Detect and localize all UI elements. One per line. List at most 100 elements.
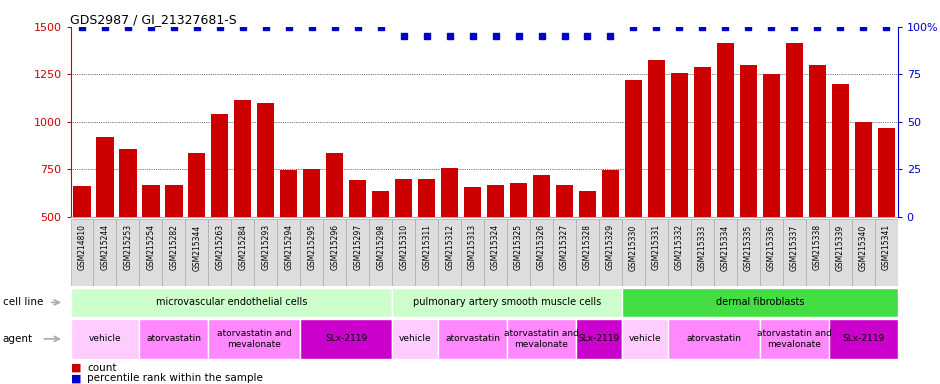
Bar [70,319,139,359]
Bar [117,219,139,286]
Text: GSM214810: GSM214810 [77,224,86,270]
Bar [165,185,182,312]
Bar [234,100,251,312]
Text: cell line: cell line [3,297,43,308]
Bar [576,219,599,286]
Bar [326,153,343,312]
Text: microvascular endothelial cells: microvascular endothelial cells [156,297,307,308]
Bar [395,179,413,312]
Bar [599,219,622,286]
Text: atorvastatin and
mevalonate: atorvastatin and mevalonate [757,329,832,349]
Bar [70,219,93,286]
Text: GSM215325: GSM215325 [514,224,523,270]
Text: GSM215341: GSM215341 [882,224,891,270]
Bar [740,65,757,312]
Text: GSM215312: GSM215312 [446,224,454,270]
Text: GSM215330: GSM215330 [629,224,638,270]
Text: GSM215282: GSM215282 [169,224,179,270]
Text: GSM215334: GSM215334 [721,224,729,270]
Bar [73,185,90,312]
Text: vehicle: vehicle [399,334,431,343]
Bar [188,153,206,312]
Bar [209,319,300,359]
Bar [280,170,297,312]
Text: GSM215328: GSM215328 [583,224,592,270]
Text: GSM215337: GSM215337 [790,224,799,270]
Bar [139,319,209,359]
Bar [142,185,160,312]
Bar [806,219,829,286]
Text: GSM215284: GSM215284 [239,224,247,270]
Bar [783,219,806,286]
Bar [300,219,323,286]
Text: GSM215339: GSM215339 [836,224,845,270]
Bar [553,219,576,286]
Bar [668,319,760,359]
Bar [648,60,665,312]
Text: GSM215326: GSM215326 [537,224,546,270]
Bar [507,219,530,286]
Text: GSM215332: GSM215332 [675,224,684,270]
Text: atorvastatin and
mevalonate: atorvastatin and mevalonate [217,329,291,349]
Bar [438,319,507,359]
Text: vehicle: vehicle [629,334,661,343]
Bar [185,219,209,286]
Text: GSM215298: GSM215298 [376,224,385,270]
Bar [415,219,438,286]
Text: ■: ■ [70,363,81,373]
Bar [576,319,622,359]
Bar [579,191,596,312]
Text: GSM215335: GSM215335 [744,224,753,270]
Bar [346,219,369,286]
Text: count: count [87,363,117,373]
Bar [716,43,734,312]
Bar [760,219,783,286]
Bar [372,191,389,312]
Text: GSM215294: GSM215294 [284,224,293,270]
Bar [323,219,346,286]
Bar [484,219,507,286]
Text: GSM215293: GSM215293 [261,224,271,270]
Bar [300,319,392,359]
Text: GSM215244: GSM215244 [101,224,109,270]
Bar [93,219,117,286]
Bar [163,219,185,286]
Bar [70,288,392,317]
Text: GSM215295: GSM215295 [307,224,316,270]
Bar [303,169,321,312]
Text: GSM215336: GSM215336 [767,224,776,270]
Bar [622,319,668,359]
Bar [671,73,688,312]
Bar [119,149,136,312]
Bar [418,179,435,312]
Text: GSM215310: GSM215310 [400,224,408,270]
Bar [530,219,553,286]
Text: atorvastatin: atorvastatin [147,334,201,343]
Text: GSM215263: GSM215263 [215,224,225,270]
Bar [691,219,713,286]
Bar [231,219,255,286]
Text: GSM215329: GSM215329 [606,224,615,270]
Text: dermal fibroblasts: dermal fibroblasts [715,297,804,308]
Text: SLx-2119: SLx-2119 [578,334,620,343]
Bar [212,114,228,312]
Bar [762,74,780,312]
Bar [622,219,645,286]
Text: GSM215253: GSM215253 [123,224,133,270]
Text: GSM215311: GSM215311 [422,224,431,270]
Text: GDS2987 / GI_21327681-S: GDS2987 / GI_21327681-S [70,13,237,26]
Bar [441,167,458,312]
Text: GSM215327: GSM215327 [560,224,569,270]
Text: atorvastatin: atorvastatin [686,334,742,343]
Text: percentile rank within the sample: percentile rank within the sample [87,373,263,383]
Bar [464,187,481,312]
Text: pulmonary artery smooth muscle cells: pulmonary artery smooth muscle cells [413,297,602,308]
Bar [829,219,852,286]
Bar [786,43,803,312]
Text: GSM215254: GSM215254 [147,224,155,270]
Text: GSM215313: GSM215313 [468,224,478,270]
Text: GSM215331: GSM215331 [652,224,661,270]
Bar [737,219,760,286]
Bar [694,67,711,312]
Bar [392,319,438,359]
